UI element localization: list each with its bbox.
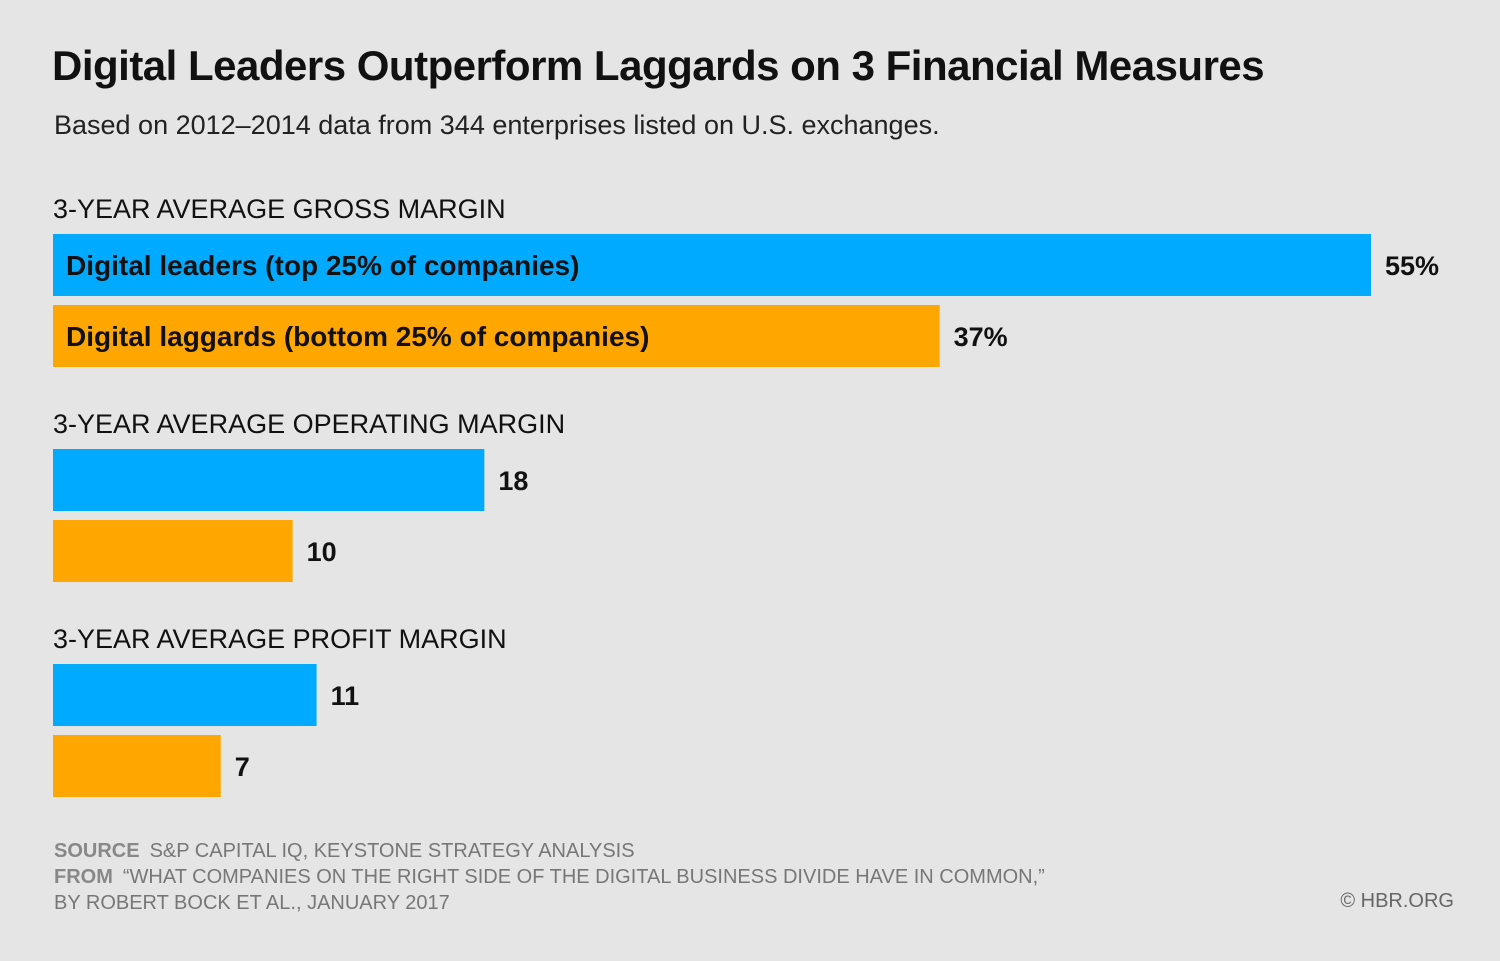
from-line-2: BY ROBERT BOCK ET AL., JANUARY 2017 [54, 892, 450, 914]
value-label: 11 [331, 681, 360, 711]
source-line: SOURCE S&P CAPITAL IQ, KEYSTONE STRATEGY … [54, 838, 1045, 864]
from-line: FROM “WHAT COMPANIES ON THE RIGHT SIDE OF… [54, 864, 1045, 890]
value-label: 18 [498, 466, 528, 496]
bar [53, 735, 221, 797]
category-label: 3-YEAR AVERAGE OPERATING MARGIN [53, 409, 565, 439]
chart-subtitle: Based on 2012–2014 data from 344 enterpr… [54, 110, 940, 140]
bar [53, 305, 940, 367]
value-label: 10 [307, 537, 337, 567]
category-label: 3-YEAR AVERAGE PROFIT MARGIN [53, 624, 507, 654]
bar [53, 234, 1371, 296]
value-label: 55% [1385, 251, 1439, 281]
bar [53, 520, 293, 582]
bar [53, 449, 485, 511]
chart-footer: SOURCE S&P CAPITAL IQ, KEYSTONE STRATEGY … [54, 838, 1045, 916]
value-label: 7 [235, 752, 250, 782]
source-text: S&P CAPITAL IQ, KEYSTONE STRATEGY ANALYS… [149, 840, 635, 862]
chart-title: Digital Leaders Outperform Laggards on 3… [52, 42, 1265, 89]
from-label: FROM [54, 866, 113, 888]
category-label: 3-YEAR AVERAGE GROSS MARGIN [53, 194, 506, 224]
legend-label: Digital laggards (bottom 25% of companie… [66, 321, 649, 352]
from-text: “WHAT COMPANIES ON THE RIGHT SIDE OF THE… [122, 866, 1045, 888]
source-label: SOURCE [54, 840, 140, 862]
bar [53, 664, 317, 726]
credit-text: © HBR.ORG [1340, 890, 1454, 912]
legend-label: Digital leaders (top 25% of companies) [66, 250, 579, 281]
value-label: 37% [954, 322, 1008, 352]
